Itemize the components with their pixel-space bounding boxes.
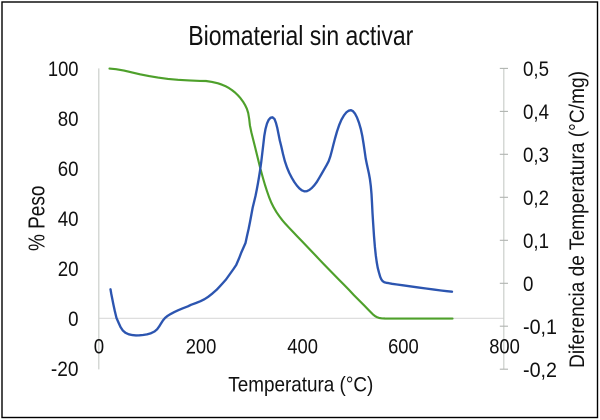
svg-text:0: 0 <box>94 335 104 359</box>
svg-text:0,2: 0,2 <box>523 186 549 210</box>
svg-text:-0,1: -0,1 <box>523 315 557 339</box>
svg-text:20: 20 <box>58 257 79 281</box>
svg-text:0,5: 0,5 <box>523 57 549 81</box>
svg-text:0: 0 <box>68 307 78 331</box>
svg-text:0,4: 0,4 <box>523 100 549 124</box>
svg-text:-0,2: -0,2 <box>523 358 557 382</box>
svg-text:0: 0 <box>523 272 533 296</box>
svg-text:200: 200 <box>186 335 217 359</box>
svg-text:800: 800 <box>489 335 520 359</box>
svg-text:80: 80 <box>58 107 79 131</box>
svg-text:60: 60 <box>58 157 79 181</box>
svg-text:-20: -20 <box>51 357 79 381</box>
svg-text:100: 100 <box>48 57 79 81</box>
svg-text:600: 600 <box>388 335 419 359</box>
svg-text:Biomaterial sin activar: Biomaterial sin activar <box>188 20 413 51</box>
svg-text:40: 40 <box>58 207 79 231</box>
svg-text:% Peso: % Peso <box>24 186 50 252</box>
svg-text:Temperatura (°C): Temperatura (°C) <box>228 372 373 396</box>
svg-text:Diferencia de Temperatura (°C/: Diferencia de Temperatura (°C/mg) <box>565 71 589 368</box>
svg-text:0,3: 0,3 <box>523 143 549 167</box>
svg-text:400: 400 <box>287 335 318 359</box>
svg-text:0,1: 0,1 <box>523 229 549 253</box>
